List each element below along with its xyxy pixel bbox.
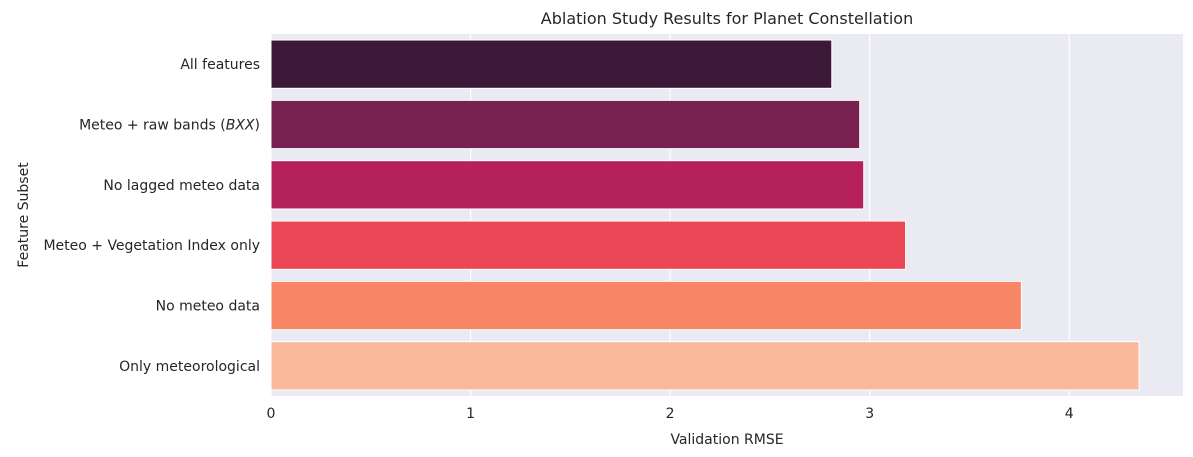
y-tick-label: Meteo + raw bands (BXX): [79, 118, 260, 134]
bars: [270, 39, 1140, 391]
bar: [270, 341, 1140, 391]
y-tick-label: Only meteorological: [119, 359, 260, 375]
bar: [270, 39, 833, 89]
plot-area: [271, 34, 1183, 396]
x-tick-label: 4: [1065, 406, 1074, 422]
x-tick-labels: 0 1 2 3 4: [267, 406, 1074, 422]
grid-lines: [270, 34, 1070, 396]
y-tick-label: No lagged meteo data: [103, 178, 260, 194]
y-tick-label: Meteo + Vegetation Index only: [43, 238, 260, 254]
chart-title: Ablation Study Results for Planet Conste…: [541, 9, 913, 28]
y-axis-label: Feature Subset: [16, 162, 32, 268]
bar: [270, 280, 1022, 331]
x-tick-label: 3: [865, 406, 874, 422]
y-tick-labels: All features Meteo + raw bands (BXX) No la…: [43, 57, 260, 375]
bar: [270, 99, 861, 150]
x-tick-label: 0: [267, 406, 276, 422]
x-tick-label: 1: [466, 406, 475, 422]
y-tick-label: No meteo data: [156, 299, 260, 315]
x-axis-label: Validation RMSE: [670, 432, 783, 448]
y-tick-label: All features: [180, 57, 260, 73]
bar: [270, 220, 907, 270]
x-tick-label: 2: [666, 406, 675, 422]
bar: [270, 160, 865, 210]
